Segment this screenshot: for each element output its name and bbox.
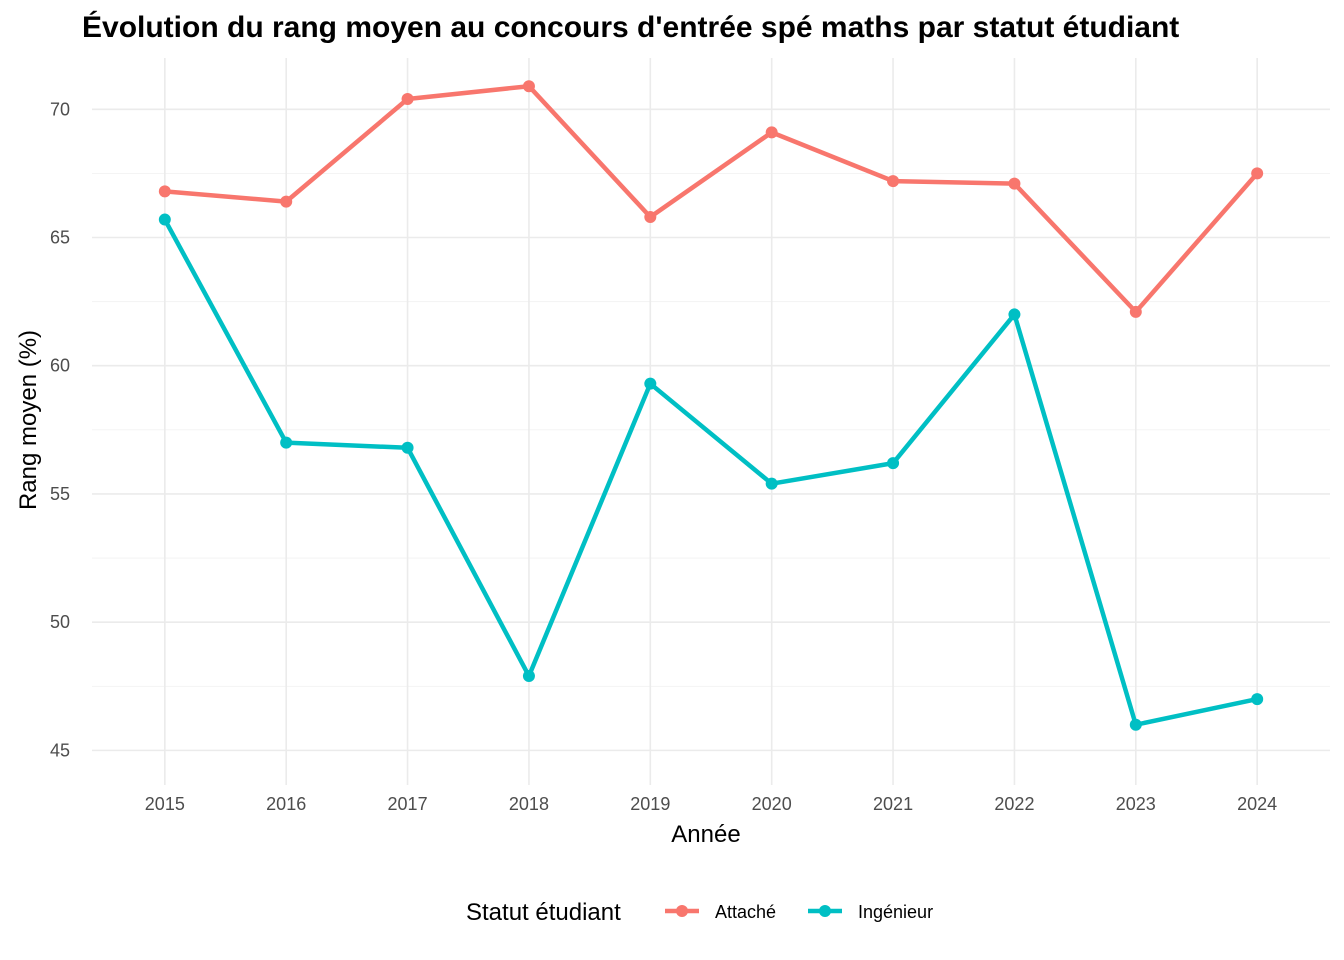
x-tick-label: 2016 [266, 794, 306, 814]
data-point [887, 175, 900, 188]
data-point [280, 195, 293, 208]
series-line-0 [162, 83, 1260, 315]
data-point [1129, 718, 1142, 731]
data-point [522, 670, 535, 683]
legend-title: Statut étudiant [466, 899, 621, 926]
data-point [887, 457, 900, 470]
x-axis-title: Année [671, 821, 740, 848]
y-axis-tick-labels: 45 50 55 60 65 70 [50, 99, 70, 760]
y-tick-label: 50 [50, 612, 70, 632]
legend-key-point [676, 905, 688, 917]
y-axis-title: Rang moyen (%) [15, 330, 42, 510]
data-point [401, 93, 414, 106]
legend: Statut étudiant Attaché Ingénieur [466, 899, 933, 926]
series-layer [158, 80, 1264, 731]
y-tick-label: 60 [50, 356, 70, 376]
x-tick-label: 2024 [1237, 794, 1277, 814]
y-tick-label: 65 [50, 228, 70, 248]
chart-title: Évolution du rang moyen au concours d'en… [82, 10, 1179, 44]
x-tick-label: 2019 [630, 794, 670, 814]
y-tick-label: 55 [50, 484, 70, 504]
data-point [1251, 693, 1264, 706]
data-point [401, 441, 414, 454]
data-point [158, 213, 171, 226]
data-point [522, 80, 535, 93]
data-point [1008, 308, 1021, 321]
legend-key-point [819, 905, 831, 917]
x-axis-tick-labels: 2015 2016 2017 2018 2019 2020 2021 2022 2023 2024 [145, 794, 1277, 814]
x-tick-label: 2022 [994, 794, 1034, 814]
x-tick-label: 2023 [1116, 794, 1156, 814]
data-point [158, 185, 171, 198]
legend-label: Attaché [715, 902, 776, 922]
legend-label: Ingénieur [858, 902, 933, 922]
x-tick-label: 2018 [509, 794, 549, 814]
data-point [1129, 305, 1142, 318]
x-tick-label: 2015 [145, 794, 185, 814]
grid [92, 58, 1330, 785]
data-point [765, 126, 778, 139]
y-tick-label: 70 [50, 99, 70, 119]
data-point [1251, 167, 1264, 180]
data-point [280, 436, 293, 449]
data-point [644, 377, 657, 390]
x-tick-label: 2017 [388, 794, 428, 814]
y-tick-label: 45 [50, 740, 70, 760]
data-point [1008, 177, 1021, 190]
x-tick-label: 2020 [752, 794, 792, 814]
data-point [765, 477, 778, 490]
x-tick-label: 2021 [873, 794, 913, 814]
data-point [644, 210, 657, 223]
series-line-1 [162, 217, 1260, 727]
